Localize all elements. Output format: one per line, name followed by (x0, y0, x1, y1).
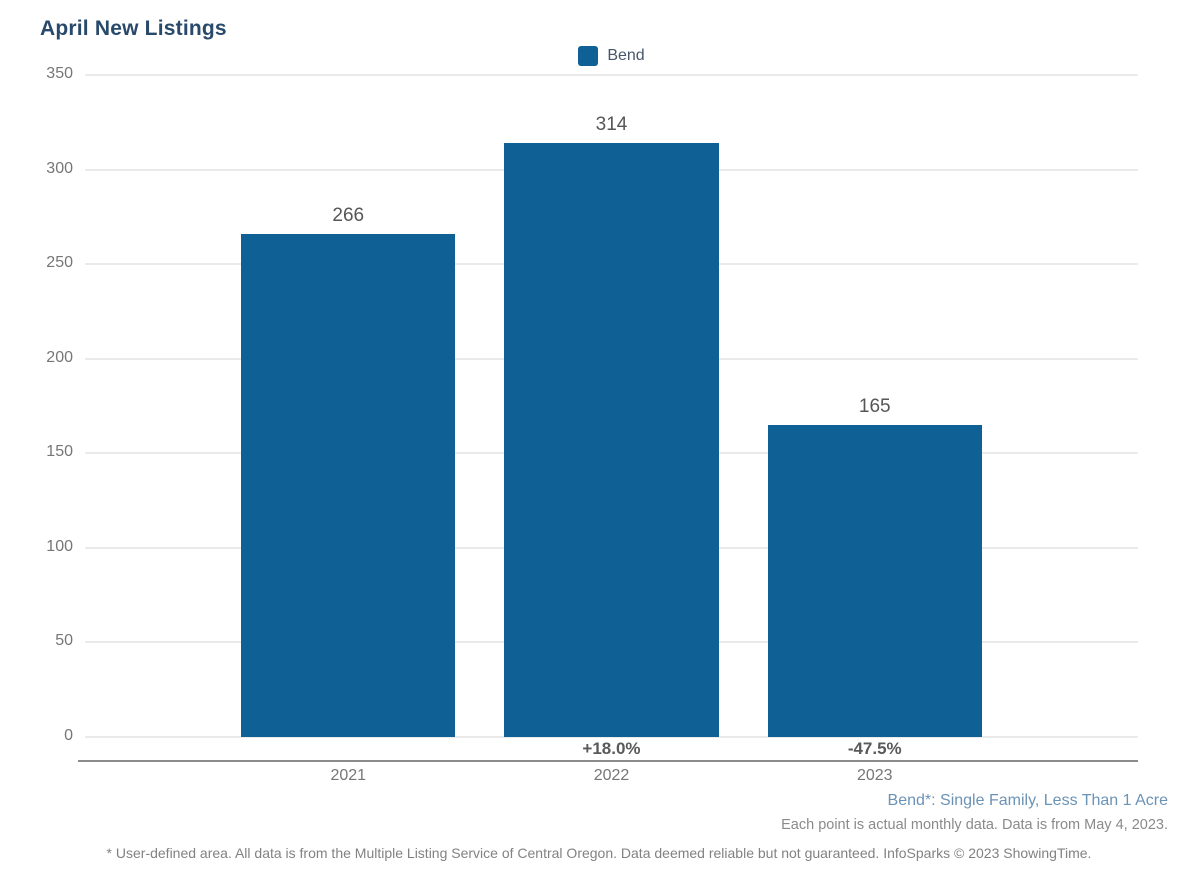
gridline (85, 74, 1138, 76)
bar-value-label: 165 (858, 395, 891, 417)
legend-color-swatch-icon (578, 46, 599, 66)
legend: Bend (85, 46, 1138, 66)
change-label-2022: +18.0% (582, 739, 641, 758)
bar-2023[interactable] (767, 424, 982, 737)
change-label-2023: -47.5% (847, 739, 902, 758)
y-axis-tick-label: 100 (46, 537, 73, 555)
x-axis-label-row: 2021 2022 2023 (85, 767, 1138, 789)
y-axis-tick-label: 200 (46, 348, 73, 366)
y-axis-tick-label: 300 (46, 159, 73, 177)
y-axis-tick-label: 0 (64, 727, 73, 744)
y-axis-tick-label: 50 (55, 632, 73, 650)
change-label-row: +18.0% -47.5% (85, 739, 1138, 761)
legend-item-bend[interactable]: Bend (578, 46, 645, 66)
bar-2022[interactable] (504, 143, 719, 737)
y-axis-tick-label: 250 (46, 254, 73, 272)
series-definition-note: Bend*: Single Family, Less Than 1 Acre (887, 792, 1168, 809)
disclaimer-footnote: * User-defined area. All data is from th… (106, 845, 1092, 861)
x-axis-label-2021: 2021 (330, 767, 367, 784)
y-axis-tick-label: 350 (46, 65, 73, 82)
x-axis-label-2023: 2023 (856, 767, 893, 784)
legend-label: Bend (607, 47, 645, 64)
y-axis-tick-label: 150 (46, 443, 73, 461)
x-axis-label-2022: 2022 (593, 767, 630, 784)
x-axis-line (78, 760, 1138, 762)
bar-value-label: 266 (332, 204, 365, 226)
bar-value-label: 314 (595, 114, 628, 136)
gridline (85, 736, 1138, 738)
chart-title: April New Listings (40, 17, 227, 40)
bar-2021[interactable] (241, 233, 456, 737)
data-source-note: Each point is actual monthly data. Data … (781, 817, 1168, 833)
plot-area: 350 300 250 200 150 100 50 0 266 314 165 (46, 65, 1138, 744)
